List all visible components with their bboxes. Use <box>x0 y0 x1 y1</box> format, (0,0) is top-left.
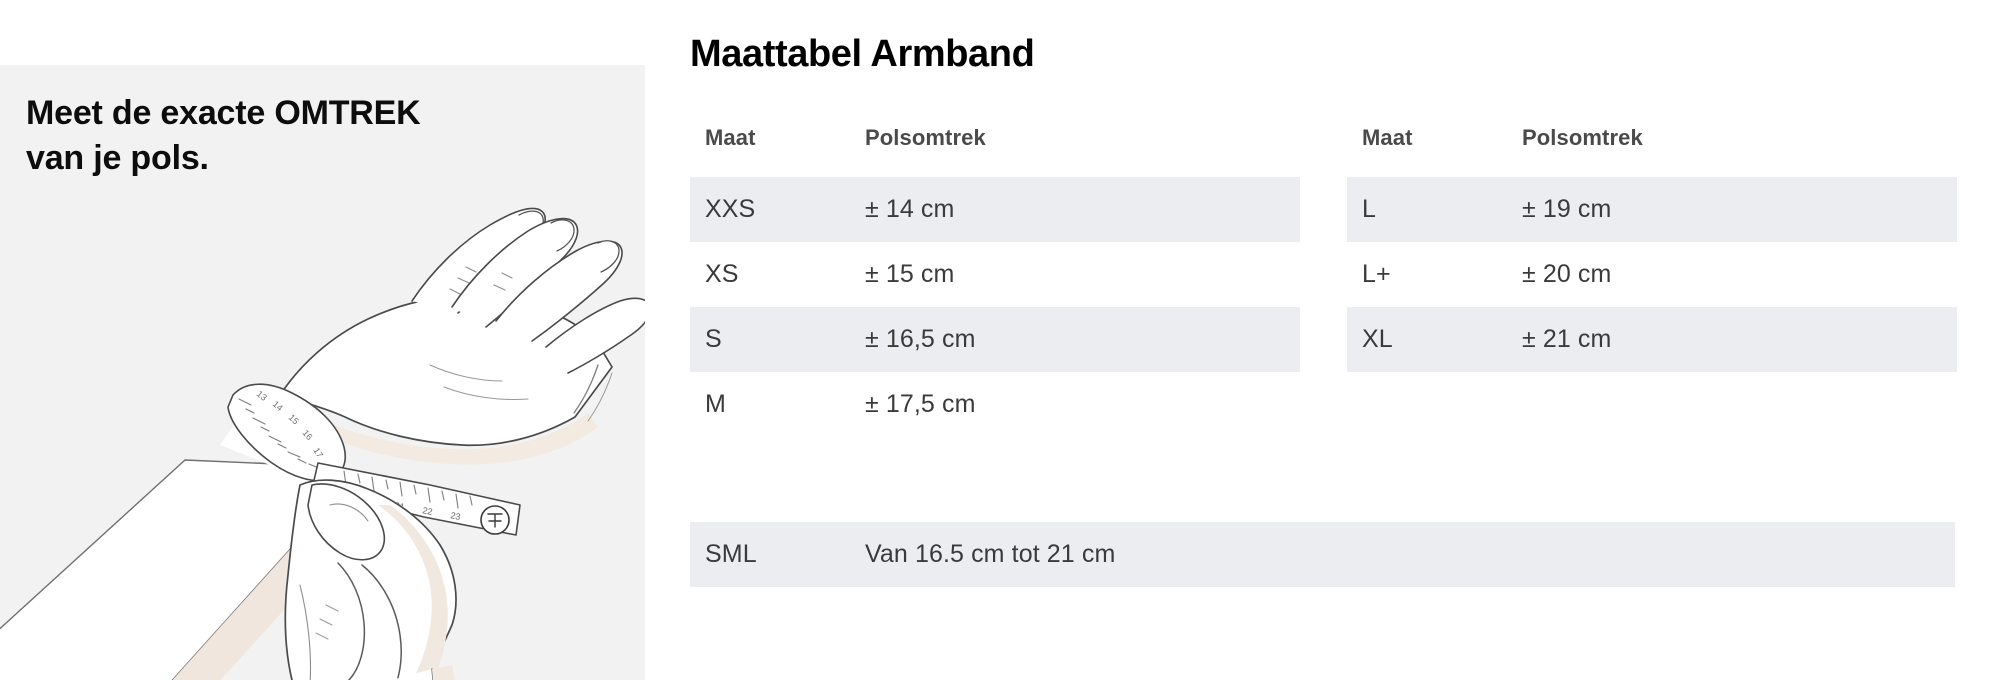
svg-text:23: 23 <box>450 510 462 522</box>
cell-size: L+ <box>1362 260 1391 288</box>
cell-size: XXS <box>690 177 850 242</box>
cell-size: L <box>1347 177 1507 242</box>
table-row: L ± 19 cm <box>1347 177 1957 242</box>
cell-size: S <box>690 307 850 372</box>
table-row: M ± 17,5 cm <box>690 372 1300 437</box>
summary-row: SML Van 16.5 cm tot 21 cm <box>690 522 1955 587</box>
cell-size: XS <box>705 260 739 288</box>
size-summary-table: SML Van 16.5 cm tot 21 cm <box>690 522 1955 587</box>
size-table-right: Maat Polsomtrek L ± 19 cm L+ ± 20 cm XL … <box>1347 125 1957 372</box>
svg-text:17: 17 <box>311 446 325 460</box>
table-row: XXS ± 14 cm <box>690 177 1300 242</box>
illustration-panel: Meet de exacte OMTREK van je pols. <box>0 65 645 680</box>
cell-circumference: ± 15 cm <box>865 260 955 288</box>
size-table-left: Maat Polsomtrek XXS ± 14 cm XS ± 15 cm S… <box>690 125 1300 437</box>
svg-text:16: 16 <box>300 428 314 442</box>
summary-size: SML <box>690 522 850 587</box>
cell-circumference: ± 14 cm <box>850 177 1300 242</box>
cell-circumference: ± 20 cm <box>1522 260 1612 288</box>
summary-circumference: Van 16.5 cm tot 21 cm <box>850 522 1955 587</box>
hands-measuring-wrist-illustration: 13 14 15 16 17 18 19 20 21 22 23 <box>0 207 645 680</box>
svg-text:14: 14 <box>271 399 285 413</box>
table-row: S ± 16,5 cm <box>690 307 1300 372</box>
cell-circumference: ± 17,5 cm <box>865 390 976 418</box>
cell-size: XL <box>1347 307 1507 372</box>
cell-circumference: ± 16,5 cm <box>850 307 1300 372</box>
table-header-row: Maat Polsomtrek <box>1347 125 1957 177</box>
table-header-row: Maat Polsomtrek <box>690 125 1300 177</box>
column-header-circumference: Polsomtrek <box>1522 125 1643 150</box>
page-title: Maattabel Armband <box>690 33 1035 76</box>
table-row: L+ ± 20 cm <box>1347 242 1957 307</box>
cell-size: M <box>705 390 726 418</box>
svg-text:13: 13 <box>255 389 269 403</box>
cell-circumference: ± 19 cm <box>1507 177 1957 242</box>
column-header-size: Maat <box>1362 125 1413 150</box>
svg-text:22: 22 <box>422 505 434 517</box>
column-header-circumference: Polsomtrek <box>865 125 986 150</box>
size-chart-content: Maattabel Armband Maat Polsomtrek XXS ± … <box>690 0 1957 680</box>
table-row: XS ± 15 cm <box>690 242 1300 307</box>
measure-instruction-text: Meet de exacte OMTREK van je pols. <box>26 94 421 177</box>
cell-circumference: ± 21 cm <box>1507 307 1957 372</box>
table-row: XL ± 21 cm <box>1347 307 1957 372</box>
column-header-size: Maat <box>705 125 756 150</box>
